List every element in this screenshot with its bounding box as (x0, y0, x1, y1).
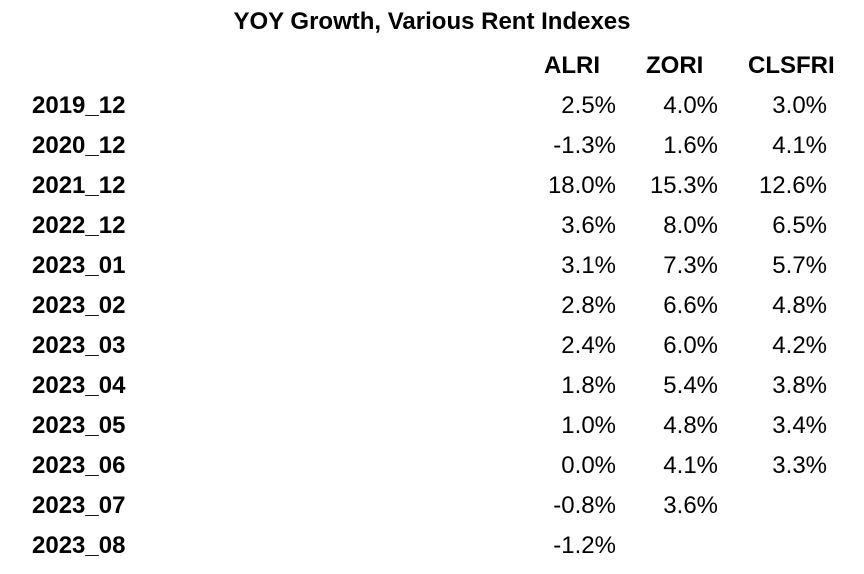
cell-clsfri: 3.8% (772, 372, 827, 399)
row-label: 2023_03 (32, 332, 126, 359)
cell-zori: 15.3% (649, 172, 718, 199)
row-label: 2021_12 (32, 172, 126, 199)
row-label: 2023_08 (32, 532, 126, 559)
cell-alri: -0.8% (553, 492, 616, 519)
row-label: 2020_12 (32, 132, 126, 159)
cell-alri: 0.0% (561, 452, 616, 479)
cell-alri: 2.8% (561, 292, 616, 319)
cell-clsfri: 3.0% (772, 92, 827, 119)
row-label: 2023_02 (32, 292, 126, 319)
column-header-clsfri: CLSFRI (748, 52, 835, 79)
cell-alri: 3.6% (561, 212, 616, 239)
row-label: 2023_05 (32, 412, 126, 439)
cell-alri: -1.2% (553, 532, 616, 559)
cell-zori: 3.6% (663, 492, 718, 519)
cell-clsfri: 6.5% (772, 212, 827, 239)
cell-zori: 1.6% (663, 132, 718, 159)
row-label: 2022_12 (32, 212, 126, 239)
row-label: 2019_12 (32, 92, 126, 119)
row-label: 2023_07 (32, 492, 126, 519)
cell-alri: -1.3% (553, 132, 616, 159)
column-header-alri: ALRI (544, 52, 600, 79)
cell-zori: 5.4% (663, 372, 718, 399)
cell-zori: 6.0% (663, 332, 718, 359)
row-label: 2023_04 (32, 372, 126, 399)
cell-clsfri: 5.7% (772, 252, 827, 279)
cell-alri: 1.8% (561, 372, 616, 399)
cell-alri: 2.4% (561, 332, 616, 359)
cell-alri: 18.0% (547, 172, 616, 199)
cell-zori: 6.6% (663, 292, 718, 319)
cell-clsfri: 4.2% (772, 332, 827, 359)
cell-clsfri: 3.4% (772, 412, 827, 439)
cell-clsfri: 4.1% (772, 132, 827, 159)
row-label: 2023_06 (32, 452, 126, 479)
cell-clsfri: 3.3% (772, 452, 827, 479)
cell-zori: 7.3% (663, 252, 718, 279)
cell-zori: 8.0% (663, 212, 718, 239)
row-label: 2023_01 (32, 252, 126, 279)
column-header-zori: ZORI (646, 52, 704, 79)
cell-zori: 4.1% (663, 452, 718, 479)
table-title: YOY Growth, Various Rent Indexes (233, 8, 631, 35)
cell-alri: 3.1% (561, 252, 616, 279)
cell-alri: 1.0% (561, 412, 616, 439)
cell-clsfri: 12.6% (758, 172, 827, 199)
cell-zori: 4.0% (663, 92, 718, 119)
cell-clsfri: 4.8% (772, 292, 827, 319)
cell-alri: 2.5% (561, 92, 616, 119)
cell-zori: 4.8% (663, 412, 718, 439)
